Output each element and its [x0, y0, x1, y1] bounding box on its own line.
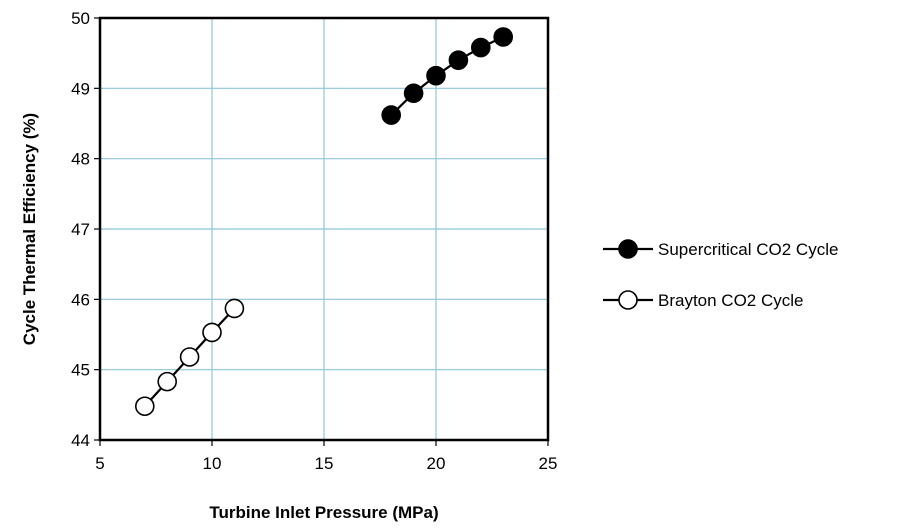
y-tick-label: 49 — [71, 79, 90, 98]
x-tick-labels: 5 10 15 20 25 — [95, 454, 557, 473]
series-layer — [135, 27, 514, 417]
y-axis-title: Cycle Thermal Efficiency (%) — [20, 113, 39, 345]
legend-item: Brayton CO2 Cycle — [603, 290, 804, 310]
data-point — [426, 65, 446, 86]
legend-item: Supercritical CO2 Cycle — [603, 239, 838, 259]
legend: Supercritical CO2 Cycle Brayton CO2 Cycle — [603, 239, 838, 310]
series-brayton-co2-cycle — [135, 298, 245, 417]
x-tick-label: 20 — [427, 454, 446, 473]
x-tick-label: 10 — [203, 454, 222, 473]
y-tick-labels: 44 45 46 47 48 49 50 — [71, 9, 90, 450]
y-tick-label: 48 — [71, 150, 90, 169]
y-tick-label: 46 — [71, 290, 90, 309]
legend-marker — [618, 290, 638, 310]
y-tick-label: 44 — [71, 431, 90, 450]
data-point — [403, 83, 424, 104]
x-tick-label: 25 — [539, 454, 558, 473]
x-tick-label: 5 — [95, 454, 104, 473]
data-point — [448, 50, 469, 71]
data-point — [202, 322, 222, 343]
data-point — [157, 371, 177, 392]
grid — [100, 18, 548, 440]
y-tick-label: 47 — [71, 220, 90, 239]
legend-label: Supercritical CO2 Cycle — [658, 240, 838, 259]
data-point — [135, 396, 155, 417]
series-supercritical-co2-cycle — [381, 27, 514, 125]
x-axis-title: Turbine Inlet Pressure (MPa) — [209, 503, 438, 522]
data-point — [470, 37, 491, 58]
ticks — [94, 17, 549, 446]
y-tick-label: 45 — [71, 361, 90, 380]
data-point — [179, 347, 200, 367]
data-point — [381, 105, 402, 125]
y-tick-label: 50 — [71, 9, 90, 28]
data-point — [224, 298, 245, 319]
legend-marker — [618, 239, 638, 259]
data-point — [493, 27, 514, 47]
legend-label: Brayton CO2 Cycle — [658, 291, 804, 310]
x-tick-label: 15 — [315, 454, 334, 473]
